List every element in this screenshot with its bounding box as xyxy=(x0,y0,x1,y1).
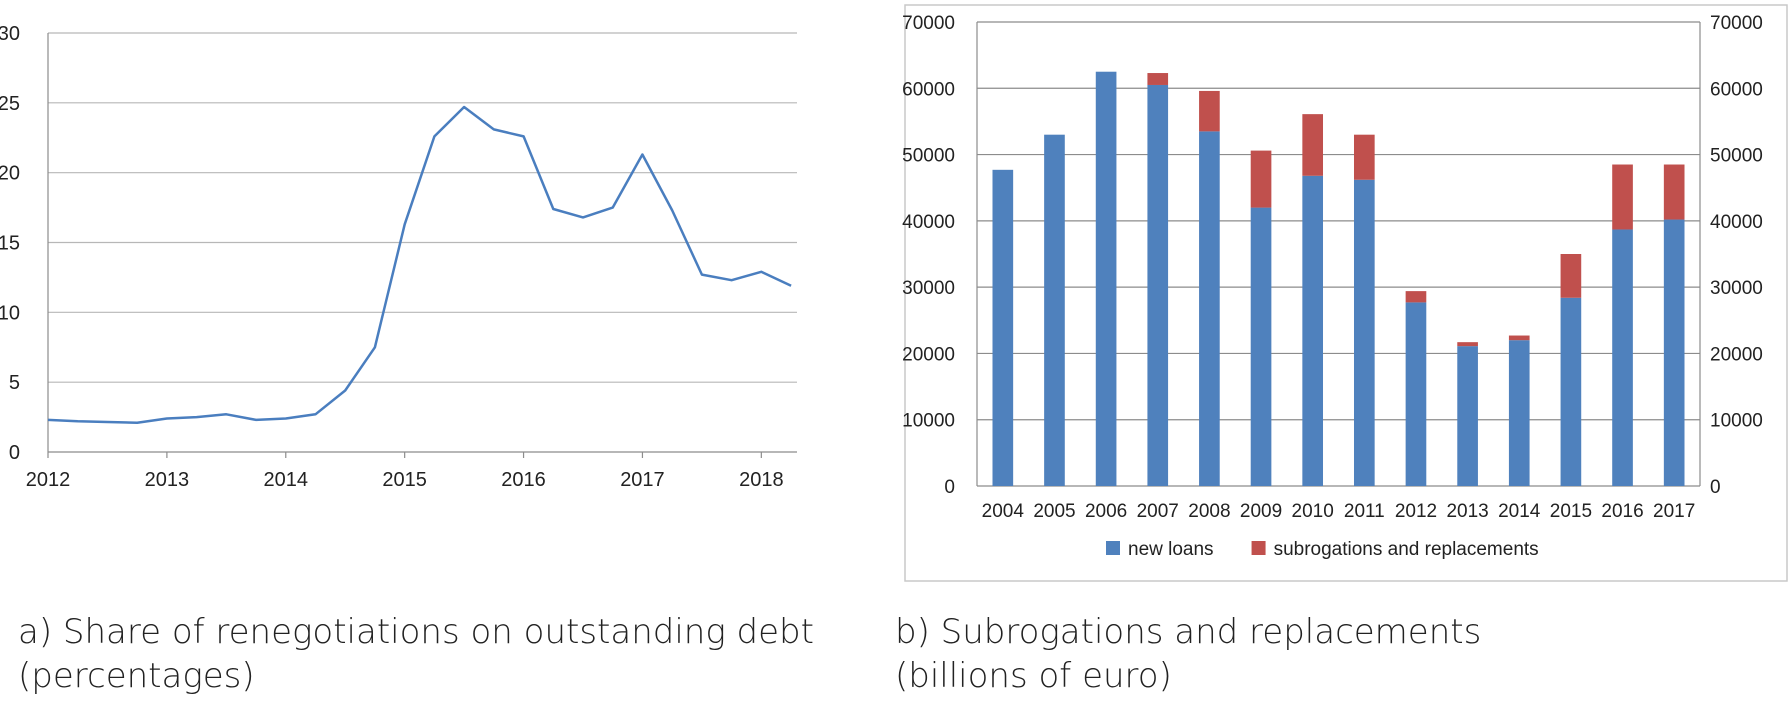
bar-subrogations-2015 xyxy=(1560,254,1582,298)
y-tick-left-70000: 70000 xyxy=(902,13,955,34)
x-tick-2004: 2004 xyxy=(982,501,1025,522)
subrogations-bar-chart-svg: 0 0 10000 10000 20000 20000 30000 30000 40000 400… xyxy=(902,4,1788,582)
x-tick-2008: 2008 xyxy=(1188,501,1230,522)
y-tick-left-5: 5 xyxy=(9,372,20,394)
bar-subrogations-2008 xyxy=(1199,90,1220,132)
x-tick-2007: 2007 xyxy=(1137,501,1179,522)
x-tick-2009: 2009 xyxy=(1240,501,1282,522)
y-tick-left-0: 0 xyxy=(944,477,955,498)
x-tick-2010: 2010 xyxy=(1292,501,1334,522)
y-tick-left-60000: 60000 xyxy=(902,79,955,100)
x-tick-2012: 2012 xyxy=(26,469,71,491)
y-tick-right-20000: 20000 xyxy=(1710,344,1763,365)
bar-subrogations-2011 xyxy=(1353,134,1375,180)
bar-new-loans-2014 xyxy=(1508,340,1530,486)
x-tick-2011: 2011 xyxy=(1344,501,1385,522)
x-tick-2012: 2012 xyxy=(1395,501,1437,522)
y-tick-left-10000: 10000 xyxy=(902,411,955,432)
subrogations-bar-chart: 0 0 10000 10000 20000 20000 30000 30000 40000 400… xyxy=(900,0,1791,590)
x-tick-2016: 2016 xyxy=(1601,501,1643,522)
renegotiations-line-chart: 0055101015152020252530302012201320142015… xyxy=(0,0,843,560)
x-tick-2015: 2015 xyxy=(1550,501,1592,522)
bar-new-loans-2013 xyxy=(1457,346,1478,486)
y-tick-left-10: 10 xyxy=(0,302,20,324)
legend-label-new-loans: new loans xyxy=(1128,539,1214,560)
x-tick-2006: 2006 xyxy=(1085,501,1127,522)
legend-label-subrogations: subrogations and replacements xyxy=(1274,539,1539,560)
y-tick-left-50000: 50000 xyxy=(902,146,955,167)
y-tick-left-40000: 40000 xyxy=(902,212,955,233)
bar-subrogations-2017 xyxy=(1663,164,1685,220)
y-tick-left-30000: 30000 xyxy=(902,278,955,299)
y-tick-right-10000: 10000 xyxy=(1710,411,1763,432)
bar-subrogations-2014 xyxy=(1508,335,1530,341)
bar-subrogations-2009 xyxy=(1250,150,1272,208)
y-tick-left-25: 25 xyxy=(0,93,20,115)
caption-a: a) Share of renegotiations on outstandin… xyxy=(18,610,814,698)
bar-new-loans-2009 xyxy=(1250,207,1272,486)
y-tick-right-70000: 70000 xyxy=(1710,13,1763,34)
bar-new-loans-2015 xyxy=(1560,297,1582,486)
y-tick-right-50000: 50000 xyxy=(1710,146,1763,167)
caption-b: b) Subrogations and replacements (billio… xyxy=(895,610,1481,698)
x-tick-2013: 2013 xyxy=(145,469,190,491)
bar-subrogations-2010 xyxy=(1302,114,1324,176)
x-tick-2017: 2017 xyxy=(620,469,665,491)
bar-subrogations-2012 xyxy=(1405,291,1427,303)
bar-new-loans-2016 xyxy=(1612,229,1633,486)
bar-subrogations-2013 xyxy=(1457,342,1478,347)
x-tick-2015: 2015 xyxy=(382,469,427,491)
bar-new-loans-2004 xyxy=(992,169,1014,486)
y-tick-left-20000: 20000 xyxy=(902,344,955,365)
y-tick-right-40000: 40000 xyxy=(1710,212,1763,233)
y-tick-left-20: 20 xyxy=(0,163,20,185)
chart-frame xyxy=(904,4,1788,582)
bar-new-loans-2011 xyxy=(1353,179,1375,486)
legend-swatch-new-loans xyxy=(1106,541,1120,555)
y-tick-right-0: 0 xyxy=(1710,477,1721,498)
bar-new-loans-2007 xyxy=(1147,84,1169,486)
bar-new-loans-2006 xyxy=(1095,71,1117,486)
y-tick-right-60000: 60000 xyxy=(1710,79,1763,100)
x-tick-2017: 2017 xyxy=(1653,501,1695,522)
caption-a-line1: a) Share of renegotiations on outstandin… xyxy=(18,612,814,652)
series-line xyxy=(47,105,792,424)
y-tick-left-15: 15 xyxy=(0,233,20,255)
bar-new-loans-2005 xyxy=(1044,134,1065,486)
caption-b-line1: b) Subrogations and replacements xyxy=(895,612,1482,652)
x-tick-2016: 2016 xyxy=(501,469,546,491)
bar-subrogations-2007 xyxy=(1147,73,1169,85)
x-tick-2013: 2013 xyxy=(1446,501,1488,522)
caption-b-line2: (billions of euro) xyxy=(895,656,1172,696)
bar-new-loans-2017 xyxy=(1663,219,1685,486)
x-tick-2005: 2005 xyxy=(1033,501,1075,522)
y-tick-right-30000: 30000 xyxy=(1710,278,1763,299)
bar-new-loans-2008 xyxy=(1199,131,1220,486)
caption-a-line2: (percentages) xyxy=(18,656,255,696)
y-tick-left-0: 0 xyxy=(9,442,20,464)
bar-new-loans-2012 xyxy=(1405,302,1427,486)
x-tick-2018: 2018 xyxy=(739,469,784,491)
x-tick-2014: 2014 xyxy=(1498,501,1541,522)
x-tick-2014: 2014 xyxy=(264,469,309,491)
bar-new-loans-2010 xyxy=(1302,175,1324,487)
renegotiations-line-chart-svg: 0055101015152020252530302012201320142015… xyxy=(0,23,843,491)
legend-swatch-subrogations xyxy=(1251,541,1266,555)
bar-subrogations-2016 xyxy=(1612,164,1633,230)
y-tick-left-30: 30 xyxy=(0,23,20,45)
